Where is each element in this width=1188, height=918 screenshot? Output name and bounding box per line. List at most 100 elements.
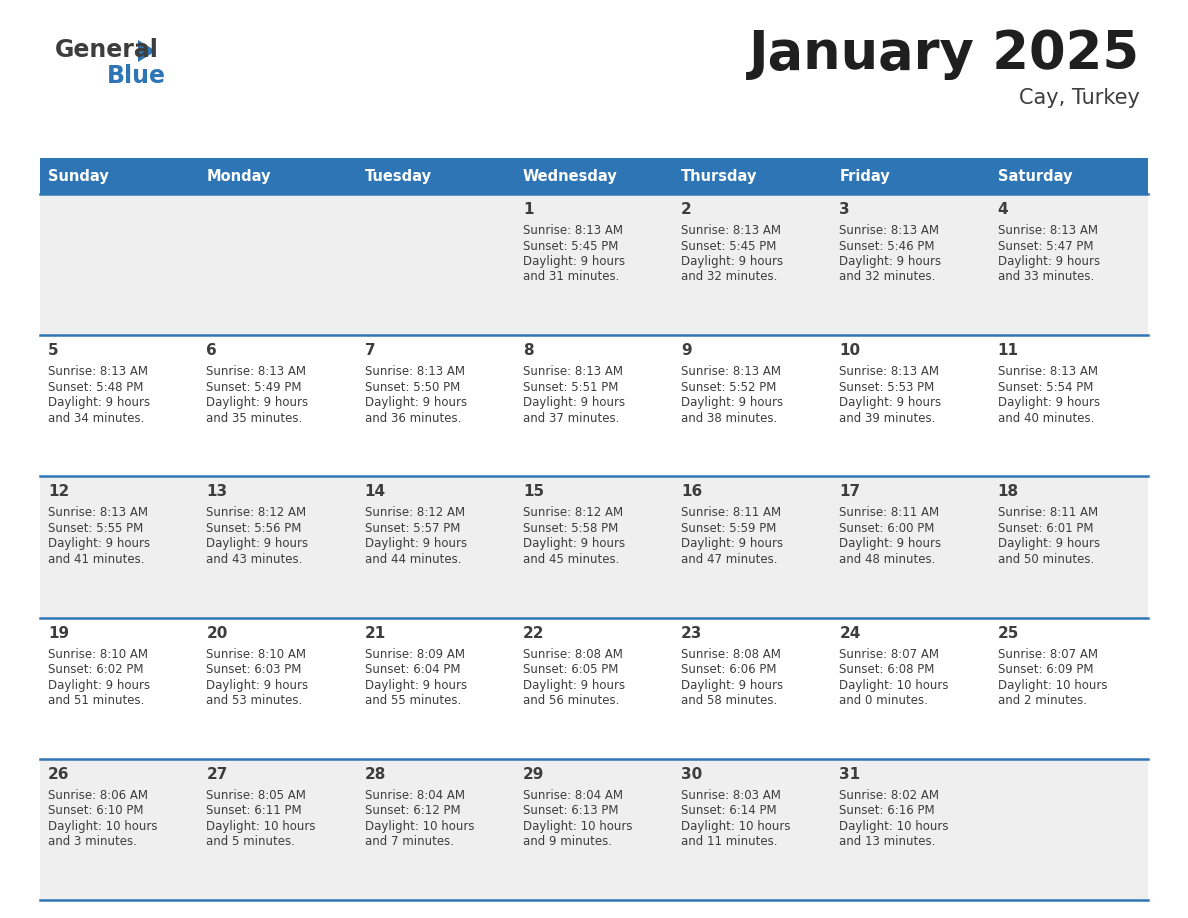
Text: Sunrise: 8:10 AM: Sunrise: 8:10 AM — [207, 647, 307, 661]
Text: and 34 minutes.: and 34 minutes. — [48, 411, 145, 425]
Polygon shape — [138, 40, 156, 62]
Text: Sunrise: 8:05 AM: Sunrise: 8:05 AM — [207, 789, 307, 801]
Text: 27: 27 — [207, 767, 228, 782]
Bar — [514, 335, 674, 476]
Bar — [832, 759, 990, 900]
Bar — [198, 476, 356, 618]
Text: Sunrise: 8:13 AM: Sunrise: 8:13 AM — [48, 507, 148, 520]
Text: Blue: Blue — [107, 64, 166, 88]
Text: Daylight: 9 hours: Daylight: 9 hours — [681, 255, 783, 268]
Text: Daylight: 9 hours: Daylight: 9 hours — [840, 537, 942, 551]
Bar — [356, 194, 514, 335]
Text: 4: 4 — [998, 202, 1009, 217]
Text: Sunset: 6:00 PM: Sunset: 6:00 PM — [840, 522, 935, 535]
Bar — [674, 194, 832, 335]
Text: Daylight: 9 hours: Daylight: 9 hours — [681, 397, 783, 409]
Bar — [514, 759, 674, 900]
Text: 25: 25 — [998, 625, 1019, 641]
Text: Sunset: 6:06 PM: Sunset: 6:06 PM — [681, 663, 777, 676]
Text: Daylight: 9 hours: Daylight: 9 hours — [681, 678, 783, 691]
Text: Sunset: 5:56 PM: Sunset: 5:56 PM — [207, 522, 302, 535]
Text: Sunset: 6:14 PM: Sunset: 6:14 PM — [681, 804, 777, 817]
Text: and 40 minutes.: and 40 minutes. — [998, 411, 1094, 425]
Text: Sunrise: 8:13 AM: Sunrise: 8:13 AM — [523, 224, 623, 237]
Bar — [674, 335, 832, 476]
Text: Sunrise: 8:11 AM: Sunrise: 8:11 AM — [840, 507, 940, 520]
Text: Sunset: 6:16 PM: Sunset: 6:16 PM — [840, 804, 935, 817]
Text: Sunset: 5:55 PM: Sunset: 5:55 PM — [48, 522, 144, 535]
Text: Sunrise: 8:11 AM: Sunrise: 8:11 AM — [998, 507, 1098, 520]
Text: Sunset: 5:45 PM: Sunset: 5:45 PM — [523, 240, 618, 252]
Text: and 0 minutes.: and 0 minutes. — [840, 694, 928, 707]
Text: Daylight: 9 hours: Daylight: 9 hours — [681, 537, 783, 551]
Text: 21: 21 — [365, 625, 386, 641]
Text: and 35 minutes.: and 35 minutes. — [207, 411, 303, 425]
Text: Daylight: 10 hours: Daylight: 10 hours — [207, 820, 316, 833]
Text: 9: 9 — [681, 343, 691, 358]
Text: Daylight: 10 hours: Daylight: 10 hours — [48, 820, 158, 833]
Text: Sunset: 5:58 PM: Sunset: 5:58 PM — [523, 522, 618, 535]
Bar — [674, 618, 832, 759]
Bar — [832, 618, 990, 759]
Text: 5: 5 — [48, 343, 58, 358]
Text: Sunrise: 8:08 AM: Sunrise: 8:08 AM — [523, 647, 623, 661]
Text: Sunset: 6:01 PM: Sunset: 6:01 PM — [998, 522, 1093, 535]
Text: Daylight: 9 hours: Daylight: 9 hours — [998, 537, 1100, 551]
Bar — [356, 335, 514, 476]
Text: Sunrise: 8:13 AM: Sunrise: 8:13 AM — [207, 365, 307, 378]
Text: Sunset: 5:45 PM: Sunset: 5:45 PM — [681, 240, 777, 252]
Text: Sunrise: 8:06 AM: Sunrise: 8:06 AM — [48, 789, 148, 801]
Bar — [198, 194, 356, 335]
Text: 19: 19 — [48, 625, 69, 641]
Text: Daylight: 9 hours: Daylight: 9 hours — [840, 255, 942, 268]
Text: Daylight: 9 hours: Daylight: 9 hours — [998, 255, 1100, 268]
Text: 6: 6 — [207, 343, 217, 358]
Text: Thursday: Thursday — [681, 169, 758, 184]
Text: Sunset: 5:59 PM: Sunset: 5:59 PM — [681, 522, 777, 535]
Text: and 48 minutes.: and 48 minutes. — [840, 553, 936, 565]
Text: Sunrise: 8:08 AM: Sunrise: 8:08 AM — [681, 647, 781, 661]
Text: Sunrise: 8:12 AM: Sunrise: 8:12 AM — [523, 507, 623, 520]
Bar — [356, 759, 514, 900]
Bar — [674, 759, 832, 900]
Bar — [40, 158, 198, 194]
Text: Daylight: 9 hours: Daylight: 9 hours — [365, 678, 467, 691]
Text: General: General — [55, 38, 159, 62]
Text: and 31 minutes.: and 31 minutes. — [523, 271, 619, 284]
Text: Sunrise: 8:09 AM: Sunrise: 8:09 AM — [365, 647, 465, 661]
Text: Sunset: 5:51 PM: Sunset: 5:51 PM — [523, 381, 618, 394]
Text: 20: 20 — [207, 625, 228, 641]
Bar — [514, 194, 674, 335]
Text: Tuesday: Tuesday — [365, 169, 431, 184]
Bar — [198, 335, 356, 476]
Text: 24: 24 — [840, 625, 861, 641]
Text: 7: 7 — [365, 343, 375, 358]
Text: and 55 minutes.: and 55 minutes. — [365, 694, 461, 707]
Text: Daylight: 10 hours: Daylight: 10 hours — [840, 820, 949, 833]
Text: 10: 10 — [840, 343, 860, 358]
Text: Daylight: 9 hours: Daylight: 9 hours — [365, 397, 467, 409]
Text: Daylight: 9 hours: Daylight: 9 hours — [523, 397, 625, 409]
Text: and 53 minutes.: and 53 minutes. — [207, 694, 303, 707]
Bar — [832, 335, 990, 476]
Text: 13: 13 — [207, 485, 227, 499]
Text: Daylight: 9 hours: Daylight: 9 hours — [523, 678, 625, 691]
Text: Sunrise: 8:07 AM: Sunrise: 8:07 AM — [840, 647, 940, 661]
Text: Daylight: 9 hours: Daylight: 9 hours — [48, 678, 150, 691]
Text: and 37 minutes.: and 37 minutes. — [523, 411, 619, 425]
Text: and 39 minutes.: and 39 minutes. — [840, 411, 936, 425]
Text: and 3 minutes.: and 3 minutes. — [48, 835, 137, 848]
Text: Sunrise: 8:13 AM: Sunrise: 8:13 AM — [48, 365, 148, 378]
Text: Friday: Friday — [840, 169, 890, 184]
Text: Sunrise: 8:13 AM: Sunrise: 8:13 AM — [840, 224, 940, 237]
Text: Daylight: 10 hours: Daylight: 10 hours — [365, 820, 474, 833]
Text: and 13 minutes.: and 13 minutes. — [840, 835, 936, 848]
Text: and 50 minutes.: and 50 minutes. — [998, 553, 1094, 565]
Text: Saturday: Saturday — [998, 169, 1073, 184]
Text: Sunrise: 8:03 AM: Sunrise: 8:03 AM — [681, 789, 781, 801]
Text: and 58 minutes.: and 58 minutes. — [681, 694, 777, 707]
Text: Monday: Monday — [207, 169, 271, 184]
Text: and 38 minutes.: and 38 minutes. — [681, 411, 777, 425]
Text: Sunset: 6:09 PM: Sunset: 6:09 PM — [998, 663, 1093, 676]
Text: Sunset: 6:12 PM: Sunset: 6:12 PM — [365, 804, 460, 817]
